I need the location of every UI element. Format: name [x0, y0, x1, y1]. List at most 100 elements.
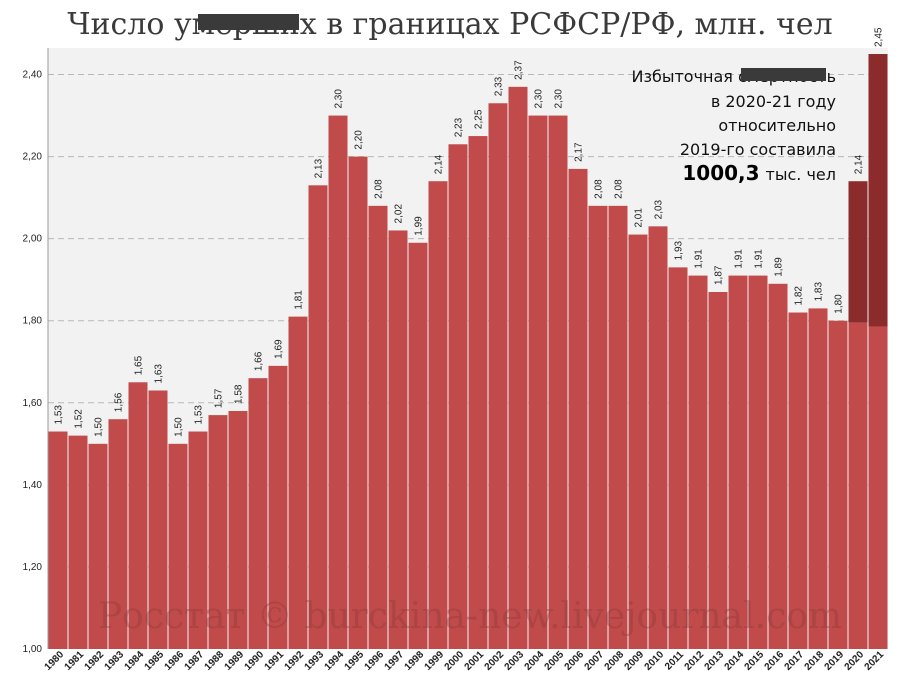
value-label-1983: 1,56 — [114, 392, 125, 412]
value-label-1982: 1,50 — [94, 417, 105, 437]
value-label-2016: 1,89 — [774, 257, 785, 277]
bar-2021 — [868, 326, 888, 649]
bar-2015 — [748, 275, 768, 649]
value-label-1984: 1,65 — [134, 355, 145, 375]
bar-2009 — [628, 234, 648, 649]
annotation-value: 1000,3 — [682, 161, 759, 185]
annotation-line: в 2020-21 году — [711, 92, 836, 111]
x-tick-label-2009: 2009 — [623, 649, 647, 673]
value-label-2009: 2,01 — [634, 208, 645, 228]
x-tick-label-2008: 2008 — [603, 649, 627, 673]
x-tick-label-1993: 1993 — [303, 649, 327, 673]
x-tick-label-2013: 2013 — [703, 649, 727, 673]
x-tick-label-2012: 2012 — [683, 649, 707, 673]
y-tick-label: 1,80 — [23, 316, 43, 327]
bar-2003 — [508, 86, 528, 649]
value-label-1993: 2,13 — [314, 158, 325, 178]
x-tick-label-1991: 1991 — [263, 649, 287, 673]
y-tick-label: 1,20 — [23, 562, 43, 573]
y-tick-label: 1,60 — [23, 398, 43, 409]
y-tick-label: 2,40 — [23, 70, 43, 81]
value-label-1997: 2,02 — [394, 204, 405, 224]
x-tick-label-1990: 1990 — [243, 649, 267, 673]
x-tick-label-2001: 2001 — [463, 649, 487, 673]
plot-area — [48, 48, 888, 649]
value-label-2003: 2,37 — [514, 60, 525, 80]
value-label-2011: 1,93 — [674, 240, 685, 260]
bar-1999 — [428, 181, 448, 649]
value-label-1991: 1,69 — [274, 339, 285, 359]
bar-1987 — [188, 431, 208, 649]
watermark: Росстат © burckina-new.livejournal.com — [98, 596, 842, 637]
x-tick-label-1980: 1980 — [43, 649, 67, 673]
x-tick-label-2018: 2018 — [803, 649, 827, 673]
value-label-1989: 1,58 — [234, 384, 245, 404]
x-tick-label-2005: 2005 — [543, 649, 567, 673]
value-label-1992: 1,81 — [294, 290, 305, 310]
value-label-2007: 2,08 — [594, 179, 605, 199]
value-label-2015: 1,91 — [754, 249, 765, 269]
value-label-2006: 2,17 — [574, 142, 585, 162]
x-tick-label-2006: 2006 — [563, 649, 587, 673]
bar-2010 — [648, 226, 668, 649]
value-label-1980: 1,53 — [54, 405, 65, 425]
bar-2005 — [548, 115, 568, 650]
bar-1997 — [388, 230, 408, 649]
bar-1989 — [228, 411, 248, 649]
value-label-2002: 2,33 — [494, 76, 505, 96]
value-label-1998: 1,99 — [414, 216, 425, 236]
value-label-1981: 1,52 — [74, 409, 85, 429]
title-redaction-bar — [198, 14, 299, 30]
x-tick-label-2002: 2002 — [483, 649, 507, 673]
bar-2020 — [848, 322, 868, 649]
y-tick-label: 2,00 — [23, 234, 43, 245]
x-tick-label-2004: 2004 — [523, 649, 547, 673]
value-label-2010: 2,03 — [654, 199, 665, 219]
value-label-2000: 2,23 — [454, 117, 465, 137]
bar-2011 — [668, 267, 688, 649]
value-label-1990: 1,66 — [254, 351, 265, 371]
annotation-unit: тыс. чел — [766, 165, 836, 184]
y-tick-label: 1,40 — [23, 480, 43, 491]
bar-1992 — [288, 316, 308, 649]
x-tick-label-1986: 1986 — [163, 649, 187, 673]
x-tick-label-2007: 2007 — [583, 649, 607, 673]
x-tick-label-2000: 2000 — [443, 649, 467, 673]
bar-1990 — [248, 378, 268, 649]
bar-1988 — [208, 415, 228, 649]
bar-1993 — [308, 185, 328, 650]
x-tick-label-1999: 1999 — [423, 649, 447, 673]
bar-2007 — [588, 205, 608, 650]
value-label-1986: 1,50 — [174, 417, 185, 437]
x-tick-label-1996: 1996 — [363, 649, 387, 673]
x-tick-label-1981: 1981 — [63, 649, 87, 673]
y-tick-label: 1,00 — [23, 644, 43, 655]
x-tick-label-2017: 2017 — [783, 649, 807, 673]
x-tick-label-1994: 1994 — [323, 649, 347, 673]
x-tick-label-1995: 1995 — [343, 649, 367, 673]
x-tick-label-1984: 1984 — [123, 649, 147, 673]
value-label-2017: 1,82 — [794, 286, 805, 306]
x-tick-label-1989: 1989 — [223, 649, 247, 673]
bar-2016 — [768, 283, 788, 649]
x-tick-label-1997: 1997 — [383, 649, 407, 673]
value-label-2013: 1,87 — [714, 265, 725, 285]
value-label-2021: 2,45 — [874, 27, 885, 47]
x-tick-label-2010: 2010 — [643, 649, 667, 673]
bar-2012 — [688, 275, 708, 649]
x-tick-label-2016: 2016 — [763, 649, 787, 673]
value-label-2012: 1,91 — [694, 249, 705, 269]
bar-1984 — [128, 382, 148, 649]
value-label-2008: 2,08 — [614, 179, 625, 199]
bar-2014 — [728, 275, 748, 649]
value-label-1999: 2,14 — [434, 154, 445, 174]
value-label-1994: 2,30 — [334, 89, 345, 109]
bar-2013 — [708, 292, 728, 649]
value-label-1988: 1,57 — [214, 388, 225, 408]
bars — [48, 54, 888, 650]
value-label-1996: 2,08 — [374, 179, 385, 199]
bar-2019 — [828, 320, 848, 649]
bar-1996 — [368, 205, 388, 650]
bar-1994 — [328, 115, 348, 650]
bar-2006 — [568, 168, 588, 650]
